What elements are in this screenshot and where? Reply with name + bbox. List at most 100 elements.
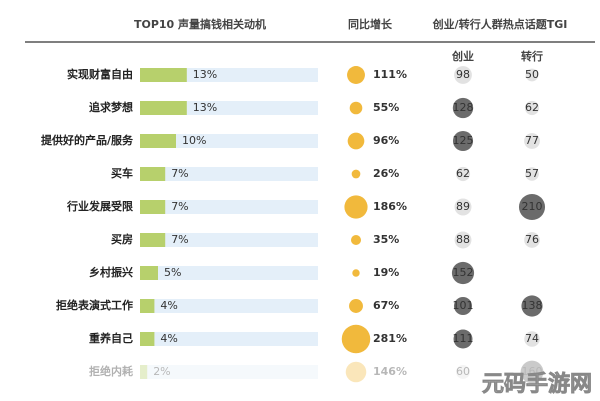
switch-tgi-label: 57 — [525, 167, 539, 180]
startup-tgi-label: 128 — [453, 101, 474, 114]
share-bar — [140, 68, 187, 82]
row: 乡村振兴 5% 19% 152 — [89, 261, 475, 285]
startup-tgi-label: 98 — [456, 68, 470, 81]
startup-tgi-bubble — [454, 66, 472, 84]
startup-tgi-label: 101 — [453, 299, 474, 312]
row-label: 拒绝表演式工作 — [56, 298, 133, 312]
startup-tgi-bubble — [456, 365, 470, 379]
row: 追求梦想 13% 55% 128 62 — [89, 97, 540, 119]
startup-tgi-bubble — [452, 97, 474, 119]
row: 买房 7% 35% 88 76 — [111, 231, 540, 249]
share-bar — [140, 233, 166, 247]
share-label: 7% — [171, 167, 188, 180]
share-label: 5% — [164, 266, 181, 279]
row: 买车 7% 26% 62 57 — [111, 166, 539, 182]
switch-tgi-label: 50 — [525, 68, 539, 81]
share-bar — [140, 134, 176, 148]
row: 实现财富自由 13% 111% 98 50 — [67, 66, 539, 84]
growth-label: 19% — [373, 266, 399, 279]
switch-tgi-bubble — [520, 360, 544, 384]
switch-tgi-label: 77 — [525, 134, 539, 147]
growth-label: 35% — [373, 233, 399, 246]
growth-label: 26% — [373, 167, 399, 180]
row-label: 提供好的产品/服务 — [41, 133, 134, 147]
share-label: 4% — [160, 332, 177, 345]
header-tgi: 创业/转行人群热点话题TGI — [432, 17, 568, 31]
startup-tgi-label: 111 — [453, 332, 474, 345]
switch-tgi-bubble — [524, 100, 540, 116]
startup-tgi-bubble — [452, 130, 474, 152]
share-bar — [140, 365, 148, 379]
startup-tgi-bubble — [454, 198, 472, 216]
share-label: 7% — [171, 200, 188, 213]
startup-tgi-bubble — [454, 231, 472, 249]
switch-tgi-label: 76 — [525, 233, 539, 246]
startup-tgi-bubble — [453, 329, 473, 349]
header-growth: 同比增长 — [348, 17, 393, 31]
switch-tgi-bubble — [524, 133, 540, 149]
row-label: 追求梦想 — [89, 100, 133, 114]
row: 重养自己 4% 281% 111 74 — [89, 324, 540, 354]
growth-bubble — [352, 269, 360, 277]
switch-tgi-bubble — [518, 193, 546, 221]
growth-bubble — [351, 169, 361, 179]
share-bar — [140, 299, 155, 313]
row-label: 买车 — [111, 166, 133, 180]
growth-bubble — [341, 324, 371, 354]
growth-label: 186% — [373, 200, 407, 213]
growth-label: 67% — [373, 299, 399, 312]
row: 行业发展受限 7% 186% 89 210 — [66, 193, 546, 221]
growth-label: 55% — [373, 101, 399, 114]
switch-tgi-label: 210 — [522, 200, 543, 213]
growth-bubble — [344, 195, 368, 219]
bar-track — [140, 365, 318, 379]
share-label: 13% — [193, 68, 217, 81]
share-label: 4% — [160, 299, 177, 312]
bar-track — [140, 134, 318, 148]
growth-bubble — [345, 361, 367, 383]
bar-track — [140, 233, 318, 247]
startup-tgi-label: 88 — [456, 233, 470, 246]
bar-track — [140, 200, 318, 214]
header-startup: 创业 — [451, 49, 474, 63]
row-label: 实现财富自由 — [67, 67, 133, 81]
switch-tgi-label: 138 — [522, 299, 543, 312]
growth-label: 111% — [373, 68, 407, 81]
startup-tgi-bubble — [453, 296, 473, 316]
growth-label: 146% — [373, 365, 407, 378]
row: 提供好的产品/服务 10% 96% 125 77 — [41, 130, 540, 152]
startup-tgi-bubble — [451, 261, 475, 285]
share-bar — [140, 167, 166, 181]
startup-tgi-label: 62 — [456, 167, 470, 180]
share-bar — [140, 200, 166, 214]
rows: 实现财富自由 13% 111% 98 50 追求梦想 13% 55% 128 62 提供好的产品/服… — [41, 66, 546, 384]
row: 拒绝内耗 2% 146% 60 160 — [89, 360, 544, 384]
growth-bubble — [347, 132, 365, 150]
bar-track — [140, 167, 318, 181]
share-bar — [140, 332, 155, 346]
row-label: 行业发展受限 — [66, 199, 133, 213]
startup-tgi-label: 89 — [456, 200, 470, 213]
switch-tgi-label: 62 — [525, 101, 539, 114]
row-label: 买房 — [111, 232, 133, 246]
switch-tgi-bubble — [521, 295, 543, 317]
startup-tgi-label: 125 — [453, 134, 474, 147]
startup-tgi-label: 60 — [456, 365, 470, 378]
bar-track — [140, 266, 318, 280]
switch-tgi-label: 74 — [525, 332, 539, 345]
header-switch: 转行 — [521, 49, 543, 63]
growth-label: 96% — [373, 134, 399, 147]
row-label: 乡村振兴 — [89, 265, 133, 279]
growth-bubble — [349, 299, 363, 313]
growth-bubble — [350, 234, 362, 246]
share-bar — [140, 101, 187, 115]
startup-tgi-bubble — [455, 166, 471, 182]
share-label: 13% — [193, 101, 217, 114]
switch-tgi-label: 160 — [522, 365, 543, 378]
share-label: 7% — [171, 233, 188, 246]
row-label: 重养自己 — [89, 331, 133, 345]
switch-tgi-bubble — [525, 167, 539, 181]
bar-track — [140, 299, 318, 313]
header-motive: TOP10 声量搞钱相关动机 — [134, 17, 266, 31]
